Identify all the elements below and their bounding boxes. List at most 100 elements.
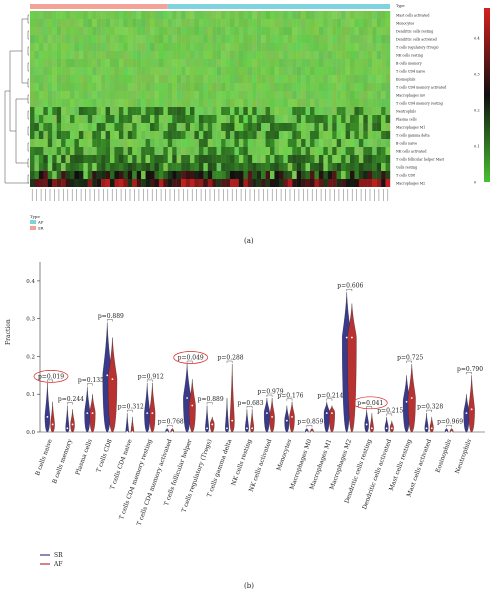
- heatmap-cell: [114, 107, 120, 115]
- heatmap-cell: [56, 27, 62, 35]
- heatmap-cell: [114, 19, 120, 27]
- heatmap-cell: [52, 75, 57, 83]
- heatmap-cell: [358, 27, 364, 35]
- heatmap-cell: [256, 139, 262, 147]
- heatmap-cell: [234, 35, 240, 43]
- heatmap-cell: [141, 123, 146, 131]
- heatmap-cell: [96, 131, 102, 139]
- heatmap-cell: [78, 67, 84, 75]
- p-value-bracket: [146, 379, 153, 382]
- heatmap-cell: [225, 99, 231, 107]
- heatmap-cell: [252, 35, 257, 43]
- heatmap-cell: [172, 75, 177, 83]
- heatmap-cell: [341, 43, 346, 51]
- heatmap-cell: [345, 91, 351, 99]
- heatmap-cell: [367, 51, 373, 59]
- median-dot-sr: [385, 427, 388, 430]
- heatmap-cell: [127, 11, 133, 19]
- heatmap-cell: [323, 163, 328, 171]
- heatmap-cell: [70, 19, 75, 27]
- heatmap-cell: [61, 67, 66, 75]
- heatmap-cell: [127, 67, 133, 75]
- heatmap-cell: [372, 139, 377, 147]
- heatmap-cell: [292, 91, 297, 99]
- heatmap-cell: [194, 123, 200, 131]
- heatmap-cell: [314, 43, 320, 51]
- heatmap-cell: [354, 27, 360, 35]
- heatmap-cell: [332, 123, 337, 131]
- heatmap-cell: [287, 91, 293, 99]
- violin-sr: [245, 409, 249, 433]
- heatmap-cell: [150, 171, 155, 179]
- heatmap-cell: [176, 163, 182, 171]
- heatmap-cell: [354, 51, 360, 59]
- heatmap-cell: [207, 83, 213, 91]
- heatmap-cell: [163, 115, 168, 123]
- heatmap-cell: [318, 139, 324, 147]
- heatmap-cell: [252, 51, 257, 59]
- heatmap-cell: [385, 171, 391, 179]
- heatmap-cell: [247, 147, 253, 155]
- median-dot-sr: [405, 400, 408, 403]
- heatmap-cell: [318, 83, 324, 91]
- heatmap-cell: [34, 35, 40, 43]
- heatmap-cell: [354, 155, 360, 163]
- heatmap-cell: [172, 83, 177, 91]
- heatmap-cell: [207, 35, 213, 43]
- median-dot-sr: [206, 427, 208, 430]
- panel-b-label: (b): [244, 582, 254, 590]
- heatmap-cell: [114, 131, 120, 139]
- heatmap-cell: [283, 123, 288, 131]
- heatmap-cell: [350, 155, 355, 163]
- heatmap-cell: [305, 139, 311, 147]
- category-label: NK cells activated: [248, 438, 274, 493]
- heatmap-cell: [345, 11, 351, 19]
- heatmap-cell: [198, 51, 204, 59]
- heatmap-cell: [198, 179, 204, 187]
- heatmap-cell: [265, 35, 271, 43]
- type-bar-sr: [30, 4, 168, 9]
- heatmap-cell: [154, 115, 160, 123]
- heatmap-cell: [381, 107, 386, 115]
- heatmap-cell: [296, 19, 302, 27]
- p-value-label: p=0.176: [277, 392, 303, 399]
- heatmap-cell: [314, 75, 320, 83]
- heatmap-cell: [261, 139, 266, 147]
- heatmap-cell: [372, 115, 377, 123]
- heatmap-cell: [96, 59, 102, 67]
- heatmap-cell: [123, 155, 128, 163]
- colorbar-gradient: [484, 8, 490, 182]
- heatmap-cell: [127, 115, 133, 123]
- heatmap-cell: [110, 155, 115, 163]
- heatmap-cell: [65, 11, 71, 19]
- heatmap-cell: [350, 123, 355, 131]
- median-dot-af: [211, 423, 214, 426]
- heatmap-cell: [381, 11, 386, 19]
- heatmap-cell: [38, 147, 44, 155]
- heatmap-cell: [336, 107, 342, 115]
- heatmap-cell: [230, 67, 235, 75]
- heatmap-cell: [52, 123, 57, 131]
- heatmap-cell: [136, 19, 142, 27]
- heatmap-cell: [212, 123, 217, 131]
- heatmap-cell: [261, 75, 266, 83]
- heatmap-cell: [181, 115, 186, 123]
- heatmap-cell: [34, 179, 40, 187]
- median-dot-af: [291, 415, 293, 418]
- heatmap-cell: [243, 75, 248, 83]
- heatmap-cell: [225, 35, 231, 43]
- heatmap-cell: [158, 179, 164, 187]
- heatmap-cell: [87, 43, 93, 51]
- heatmap-cell: [132, 155, 137, 163]
- heatmap-cell: [310, 155, 315, 163]
- heatmap-cell: [278, 115, 284, 123]
- heatmap-cell: [274, 51, 280, 59]
- heatmap-cell: [56, 107, 62, 115]
- p-value-labels: p=0.019p=0.244p=0.135p=0.889p=0.312p=0.9…: [33, 283, 483, 428]
- heatmap-cell: [127, 27, 133, 35]
- heatmap-cell: [230, 115, 235, 123]
- heatmap-cell: [136, 99, 142, 107]
- heatmap-cell: [136, 131, 142, 139]
- heatmap-cell: [96, 139, 102, 147]
- heatmap-cell: [92, 67, 97, 75]
